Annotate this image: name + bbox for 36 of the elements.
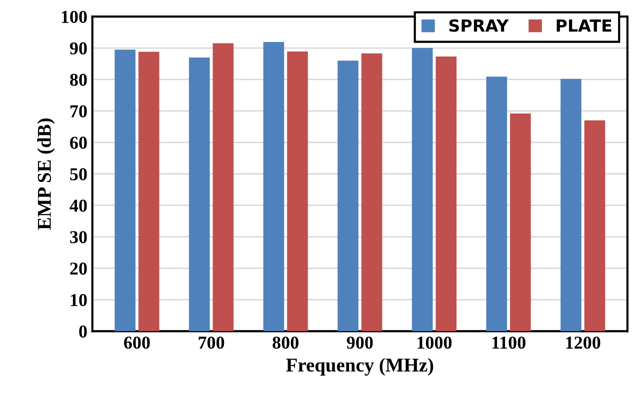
bar: [560, 78, 582, 332]
x-tick-label: 900: [346, 336, 373, 349]
y-tick-label: 90: [70, 42, 87, 54]
y-tick-label: 100: [62, 10, 87, 23]
y-tick-label: 50: [70, 168, 87, 180]
x-tick-label: 600: [124, 336, 150, 349]
bar: [114, 50, 136, 332]
x-tick-label: 1100: [492, 336, 526, 349]
legend-label: SPRAY: [449, 19, 509, 32]
x-axis-title: Frequency (MHz): [286, 358, 434, 376]
bar: [188, 57, 210, 332]
y-tick-label: 30: [70, 231, 87, 244]
y-tick-label: 80: [70, 74, 87, 86]
bar: [287, 51, 308, 332]
y-tick-label: 20: [70, 262, 87, 275]
y-tick-label: 40: [70, 200, 87, 212]
bar: [361, 53, 382, 332]
y-tick-label: 0: [79, 325, 87, 338]
bar: [584, 120, 606, 332]
x-tick-label: 700: [198, 336, 224, 349]
x-tick-label: 800: [272, 336, 298, 349]
bar: [138, 52, 160, 332]
bar: [486, 76, 508, 332]
y-tick-label: 60: [70, 136, 87, 149]
bar: [510, 113, 531, 332]
y-tick-label: 10: [70, 294, 87, 306]
y-axis-title: EMP SE (dB): [37, 118, 55, 230]
x-tick-label: 1200: [566, 336, 600, 349]
x-tick-label: 1000: [418, 336, 452, 349]
legend-label: PLATE: [556, 19, 612, 32]
bar: [338, 60, 358, 332]
y-tick-label: 70: [70, 105, 87, 118]
bar: [212, 43, 234, 332]
bar: [263, 42, 284, 332]
bar: [412, 48, 433, 332]
bar: [436, 56, 457, 332]
